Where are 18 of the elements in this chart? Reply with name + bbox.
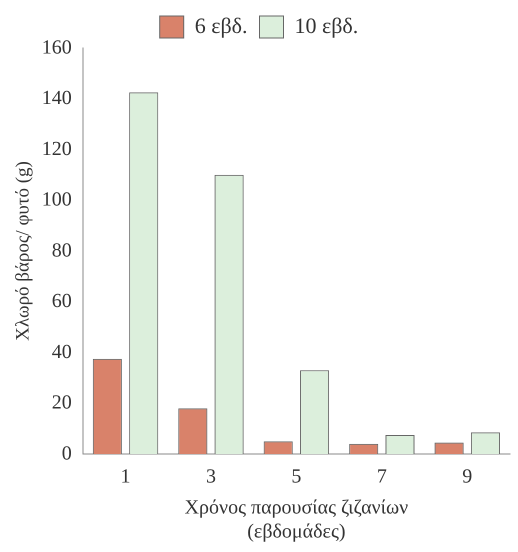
y-tick-label: 40	[52, 340, 72, 363]
x-axis-title: Χρόνος παρουσίας ζιζανίων (εβδομάδες)	[184, 496, 408, 542]
y-axis-title: Χλωρό βάρος/ φυτό (g)	[12, 161, 34, 341]
y-tick-label: 100	[42, 188, 72, 210]
y-tick-label: 160	[42, 36, 72, 58]
x-tick-label: 9	[462, 465, 472, 488]
y-tick-label: 80	[52, 239, 72, 262]
y-tick-label: 120	[42, 138, 72, 160]
y-tick-label: 20	[52, 392, 72, 414]
legend-label: 6 εβδ.	[194, 12, 248, 38]
x-tick-label: 7	[376, 465, 387, 488]
y-tick-label: 140	[42, 87, 72, 109]
x-tick-label: 5	[291, 465, 302, 488]
y-tick-label: 60	[52, 290, 72, 312]
x-tick-label: 3	[206, 465, 216, 488]
legend-label: 10 εβδ.	[294, 12, 358, 38]
y-tick-label: 0	[62, 442, 72, 464]
x-tick-label: 1	[120, 465, 131, 488]
